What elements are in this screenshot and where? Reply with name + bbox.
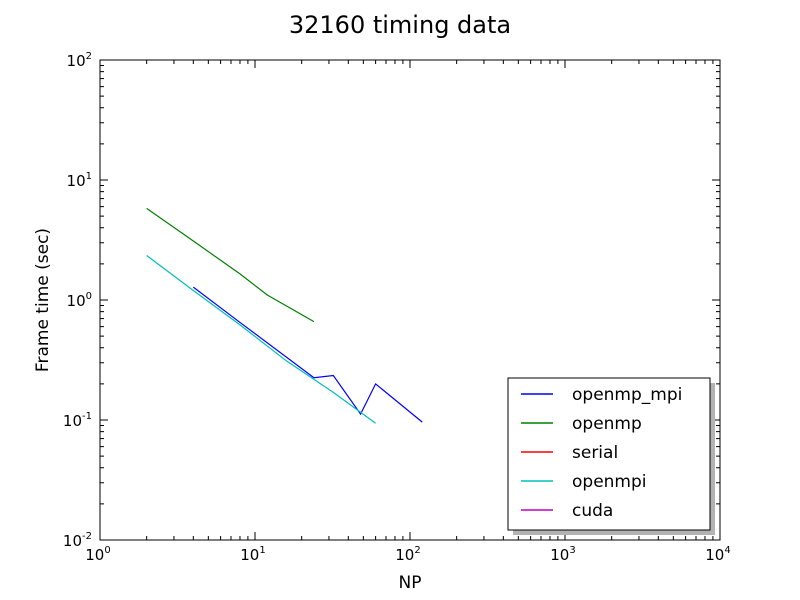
y-tick-label: 101 [67, 171, 92, 190]
series-line-openmpi [146, 254, 376, 424]
legend-box [507, 377, 711, 531]
y-tick-label: 102 [67, 51, 92, 70]
x-axis-label: NP [399, 573, 422, 593]
legend-label-openmp-mpi: openmp_mpi [572, 385, 682, 405]
legend-label-openmpi: openmpi [572, 472, 647, 492]
legend-label-cuda: cuda [572, 501, 613, 521]
x-tick-label: 102 [395, 545, 420, 564]
x-tick-label: 104 [705, 545, 730, 564]
y-tick-label: 10-2 [63, 531, 92, 550]
y-axis-label: Frame time (sec) [33, 228, 53, 372]
plot-lines [146, 207, 423, 424]
y-tick-label: 10-1 [63, 411, 92, 430]
legend-label-openmp: openmp [572, 414, 642, 434]
x-tick-label: 101 [240, 545, 265, 564]
legend-label-serial: serial [572, 443, 618, 463]
axis-ticks: 100 101 102 103 104 10-2 10-1 100 101 102 [63, 51, 731, 564]
y-tick-label: 100 [67, 291, 92, 310]
x-tick-label: 100 [85, 545, 110, 564]
x-tick-label: 103 [550, 545, 575, 564]
series-line-openmp [146, 207, 315, 323]
series-line-openmp-mpi [192, 286, 423, 423]
chart-title: 32160 timing data [289, 11, 511, 39]
